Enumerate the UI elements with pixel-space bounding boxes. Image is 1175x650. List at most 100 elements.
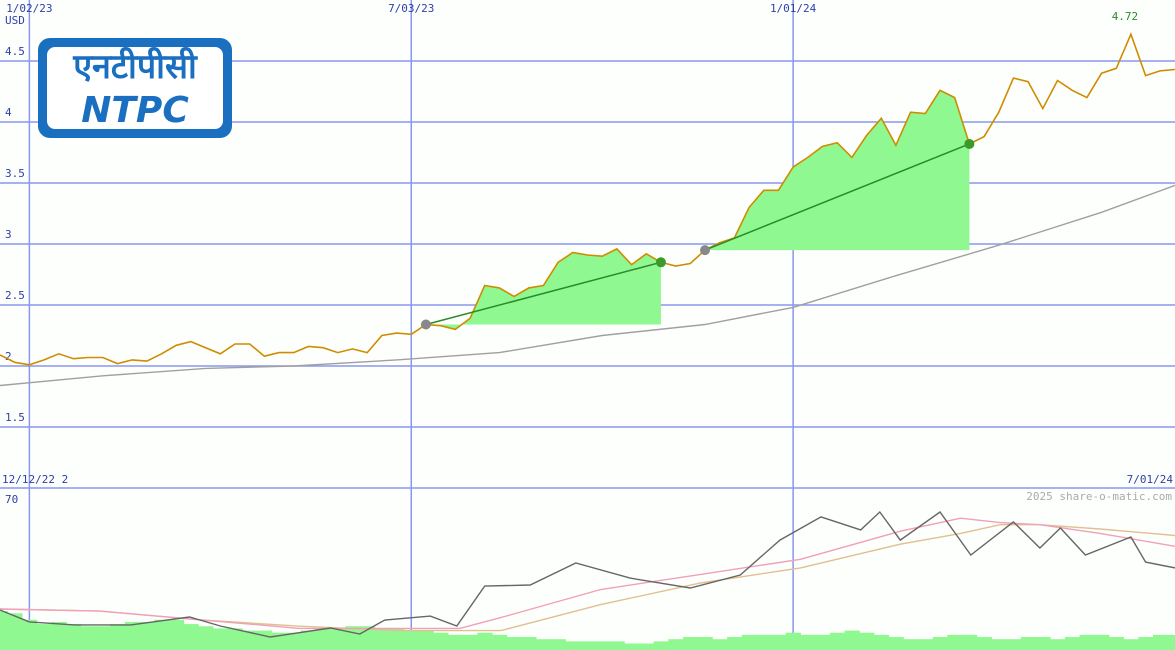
volume-bar [1035,637,1051,650]
volume-bar [345,626,361,650]
series-line [0,184,1175,387]
volume-bar [976,637,992,650]
volume-bar [477,632,493,650]
x-tick-label: 7/03/23 [388,2,434,15]
volume-bar [22,619,38,650]
volume-bar [7,613,23,650]
trend-end [655,257,666,268]
volume-bar [462,634,478,650]
volume-bar [36,624,52,650]
volume-bar [183,624,199,650]
max-label: 4.72 [1112,10,1139,23]
volume-bar [727,637,743,650]
volume-bar [242,630,258,650]
volume-bar [903,639,919,650]
range-start-label: 12/12/22 2 [2,473,68,486]
volume-bar [888,637,904,650]
volume-bar [1152,634,1169,650]
volume-bar [389,628,405,650]
volume-bar [80,626,96,650]
volume-bar [315,628,331,650]
volume-bar [771,634,787,650]
volume-bar [271,632,287,650]
y-tick-label: 1.5 [5,411,25,424]
watermark: 2025 share-o-matic.com [1026,490,1172,503]
volume-bar [668,639,684,650]
volume-bar [594,641,611,650]
y-tick-label: 2.5 [5,289,25,302]
trend-start [700,245,710,256]
volume-bar [682,637,699,650]
volume-bar [154,619,170,650]
volume-bar [1050,639,1066,650]
y-tick-label: 2 [5,350,12,363]
x-tick-label: 1/02/23 [6,2,52,15]
volume-bar [859,632,875,650]
volume-bar [917,639,934,650]
volume-bar [330,628,346,650]
series-line [0,524,1175,632]
y-tick-label: 4.5 [5,45,25,58]
range-end-label: 7/01/24 [1127,473,1174,486]
volume-bar [286,632,302,650]
y-unit: USD [5,14,25,27]
volume-bar [1167,634,1175,650]
volume-bar [403,630,420,650]
logo-hindi: एनटीपीसी [72,46,198,87]
trend-line [704,143,970,251]
volume-bar [51,621,67,650]
y-tick-label: 3.5 [5,167,25,180]
volume-bar [580,641,596,650]
volume-bar [785,632,801,650]
logo: एनटीपीसी NTPC [38,38,232,138]
volume-bar [609,641,625,650]
volume-bar [800,634,816,650]
series-line [0,32,1175,366]
volume-bar [991,639,1007,650]
volume-bar [110,624,126,650]
volume-bar [1006,639,1022,650]
volume-bar [301,630,317,650]
volume-bar [95,626,111,650]
volume-bar [212,628,229,650]
volume-bar [653,641,669,650]
volume-bar [1138,637,1154,650]
series-line [0,510,1175,638]
volume-bar [815,634,831,650]
volume-bar [433,632,449,650]
volume-bar [565,641,581,650]
logo-inner [47,47,223,129]
volume-bar [1020,637,1036,650]
volume-bar [124,621,141,650]
volume-bar [0,611,8,650]
volume-bar [492,634,508,650]
y-tick-label: 4 [5,106,12,119]
volume-bar [257,630,273,650]
volume-bar [756,634,772,650]
volume-bar [374,628,390,650]
volume-bar [829,632,846,650]
volume-bar [1094,634,1110,650]
y-tick-label: 3 [5,228,12,241]
volume-bar [536,639,552,650]
logo-text: NTPC [81,90,189,131]
volume-bar [168,619,185,650]
volume-bar [447,634,464,650]
volume-bar [873,634,890,650]
volume-bar [139,621,155,650]
trend-start [420,319,431,330]
volume-bar [962,634,978,650]
volume-bar [521,637,537,650]
volume-bar [932,637,948,650]
volume-bar [712,639,728,650]
volume-bar [1123,639,1139,650]
volume-bar [844,630,860,650]
volume-bar [506,637,522,650]
volume-bar [1064,637,1081,650]
volume-bar [227,628,243,650]
volume-bar [741,634,757,650]
volume-bar [418,630,434,650]
trend-line [425,261,662,326]
